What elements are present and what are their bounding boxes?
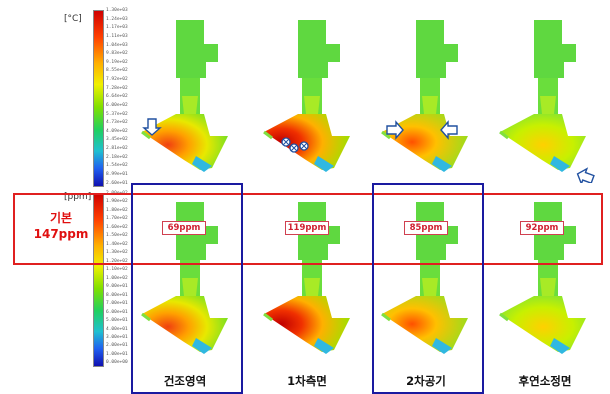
concentration-contour-case-3 xyxy=(381,202,468,354)
concentration-unit-label: [ppm] xyxy=(64,192,92,202)
ppm_ticks-tick: 3.00e+01 xyxy=(106,334,128,340)
ppm_ticks-tick: 0.00e+00 xyxy=(106,360,128,366)
temp_ticks-tick: 4.73e+02 xyxy=(106,120,128,126)
ppm_ticks-tick: 9.00e+01 xyxy=(106,284,128,290)
temp_ticks-tick: 9.19e+02 xyxy=(106,59,128,65)
ppm_ticks-tick: 1.30e+02 xyxy=(106,250,128,256)
ppm_ticks-tick: 1.00e+01 xyxy=(106,351,128,357)
case-label-1: 건조영역 xyxy=(163,374,207,388)
temp_ticks-tick: 8.55e+02 xyxy=(106,68,128,74)
temperature-contour-case-4 xyxy=(499,20,595,183)
temp_ticks-tick: 7.28e+02 xyxy=(106,85,128,91)
right-arrow-icon xyxy=(386,120,404,140)
ppm-value-case-1: 69ppm xyxy=(162,221,206,235)
baseline-highlight-box xyxy=(13,193,603,265)
ppm_ticks-tick: 8.00e+01 xyxy=(106,292,128,298)
temperature-colorbar xyxy=(93,10,104,187)
temperature-contour-case-2 xyxy=(263,20,350,172)
left-arrow-icon xyxy=(576,167,595,183)
temp_ticks-tick: 9.83e+02 xyxy=(106,51,128,57)
temp_ticks-tick: 6.64e+02 xyxy=(106,94,128,100)
temp_ticks-tick: 7.92e+02 xyxy=(106,77,128,82)
case-label-4: 후연소정면 xyxy=(518,374,572,388)
left-arrow-icon xyxy=(440,120,458,140)
ppm_ticks-tick: 5.00e+01 xyxy=(106,318,128,324)
case-label-2: 1차측면 xyxy=(287,374,327,388)
temperature-contour-case-3 xyxy=(381,20,468,172)
temperature-contour-case-1 xyxy=(141,20,228,172)
baseline-label: 기본 147ppm xyxy=(26,210,96,242)
ppm_ticks-tick: 1.00e+02 xyxy=(106,275,128,281)
temp_ticks-tick: 1.24e+03 xyxy=(106,16,128,22)
ppm_ticks-tick: 7.00e+01 xyxy=(106,301,128,307)
ppm_ticks-tick: 1.60e+02 xyxy=(106,224,128,230)
temperature-unit-label: [°C] xyxy=(64,14,82,24)
ppm_ticks-tick: 1.50e+02 xyxy=(106,233,128,239)
temp_ticks-tick: 1.11e+03 xyxy=(106,33,128,39)
ppm_ticks-tick: 4.00e+01 xyxy=(106,326,128,332)
temp_ticks-tick: 1.54e+02 xyxy=(106,163,128,169)
ppm_ticks-tick: 1.90e+02 xyxy=(106,199,128,205)
baseline-label-value: 147ppm xyxy=(33,227,89,242)
temp_ticks-tick: 1.30e+03 xyxy=(106,8,128,13)
injection-port-icon xyxy=(289,143,299,153)
injection-port-icon xyxy=(299,141,309,151)
ppm_ticks-tick: 6.00e+01 xyxy=(106,309,128,315)
ppm_ticks-tick: 1.40e+02 xyxy=(106,241,128,247)
temp_ticks-tick: 5.37e+02 xyxy=(106,111,128,117)
ppm-value-case-3: 85ppm xyxy=(404,221,448,235)
case-group-box-3 xyxy=(372,183,484,394)
case-group-box-1 xyxy=(131,183,243,394)
ppm_ticks-tick: 2.00e+01 xyxy=(106,343,128,349)
temp_ticks-tick: 1.17e+03 xyxy=(106,25,128,31)
temp_ticks-tick: 2.18e+02 xyxy=(106,154,128,160)
ppm_ticks-tick: 1.10e+02 xyxy=(106,267,128,273)
temp_ticks-tick: 2.81e+02 xyxy=(106,146,128,151)
ppm_ticks-tick: 1.80e+02 xyxy=(106,207,128,213)
temp_ticks-tick: 6.00e+02 xyxy=(106,102,128,108)
ppm_ticks-tick: 1.20e+02 xyxy=(106,258,128,264)
temp_ticks-tick: 2.60e+01 xyxy=(106,180,128,186)
temperature-colorbar-ticks: 1.30e+03 1.24e+03 1.17e+03 1.11e+03 1.04e+03… xyxy=(106,8,128,186)
baseline-label-title: 기본 xyxy=(49,211,73,225)
temp_ticks-tick: 8.99e+01 xyxy=(106,171,128,177)
temp_ticks-tick: 1.04e+03 xyxy=(106,42,128,48)
case-label-3: 2차공기 xyxy=(406,374,446,388)
down-arrow-icon xyxy=(142,118,162,136)
temp_ticks-tick: 3.45e+02 xyxy=(106,137,128,143)
ppm_ticks-tick: 1.70e+02 xyxy=(106,216,128,222)
temp_ticks-tick: 4.09e+02 xyxy=(106,128,128,134)
ppm-value-case-2: 119ppm xyxy=(285,221,329,235)
injection-port-icon xyxy=(281,137,291,147)
ppm-value-case-4: 92ppm xyxy=(520,221,564,235)
